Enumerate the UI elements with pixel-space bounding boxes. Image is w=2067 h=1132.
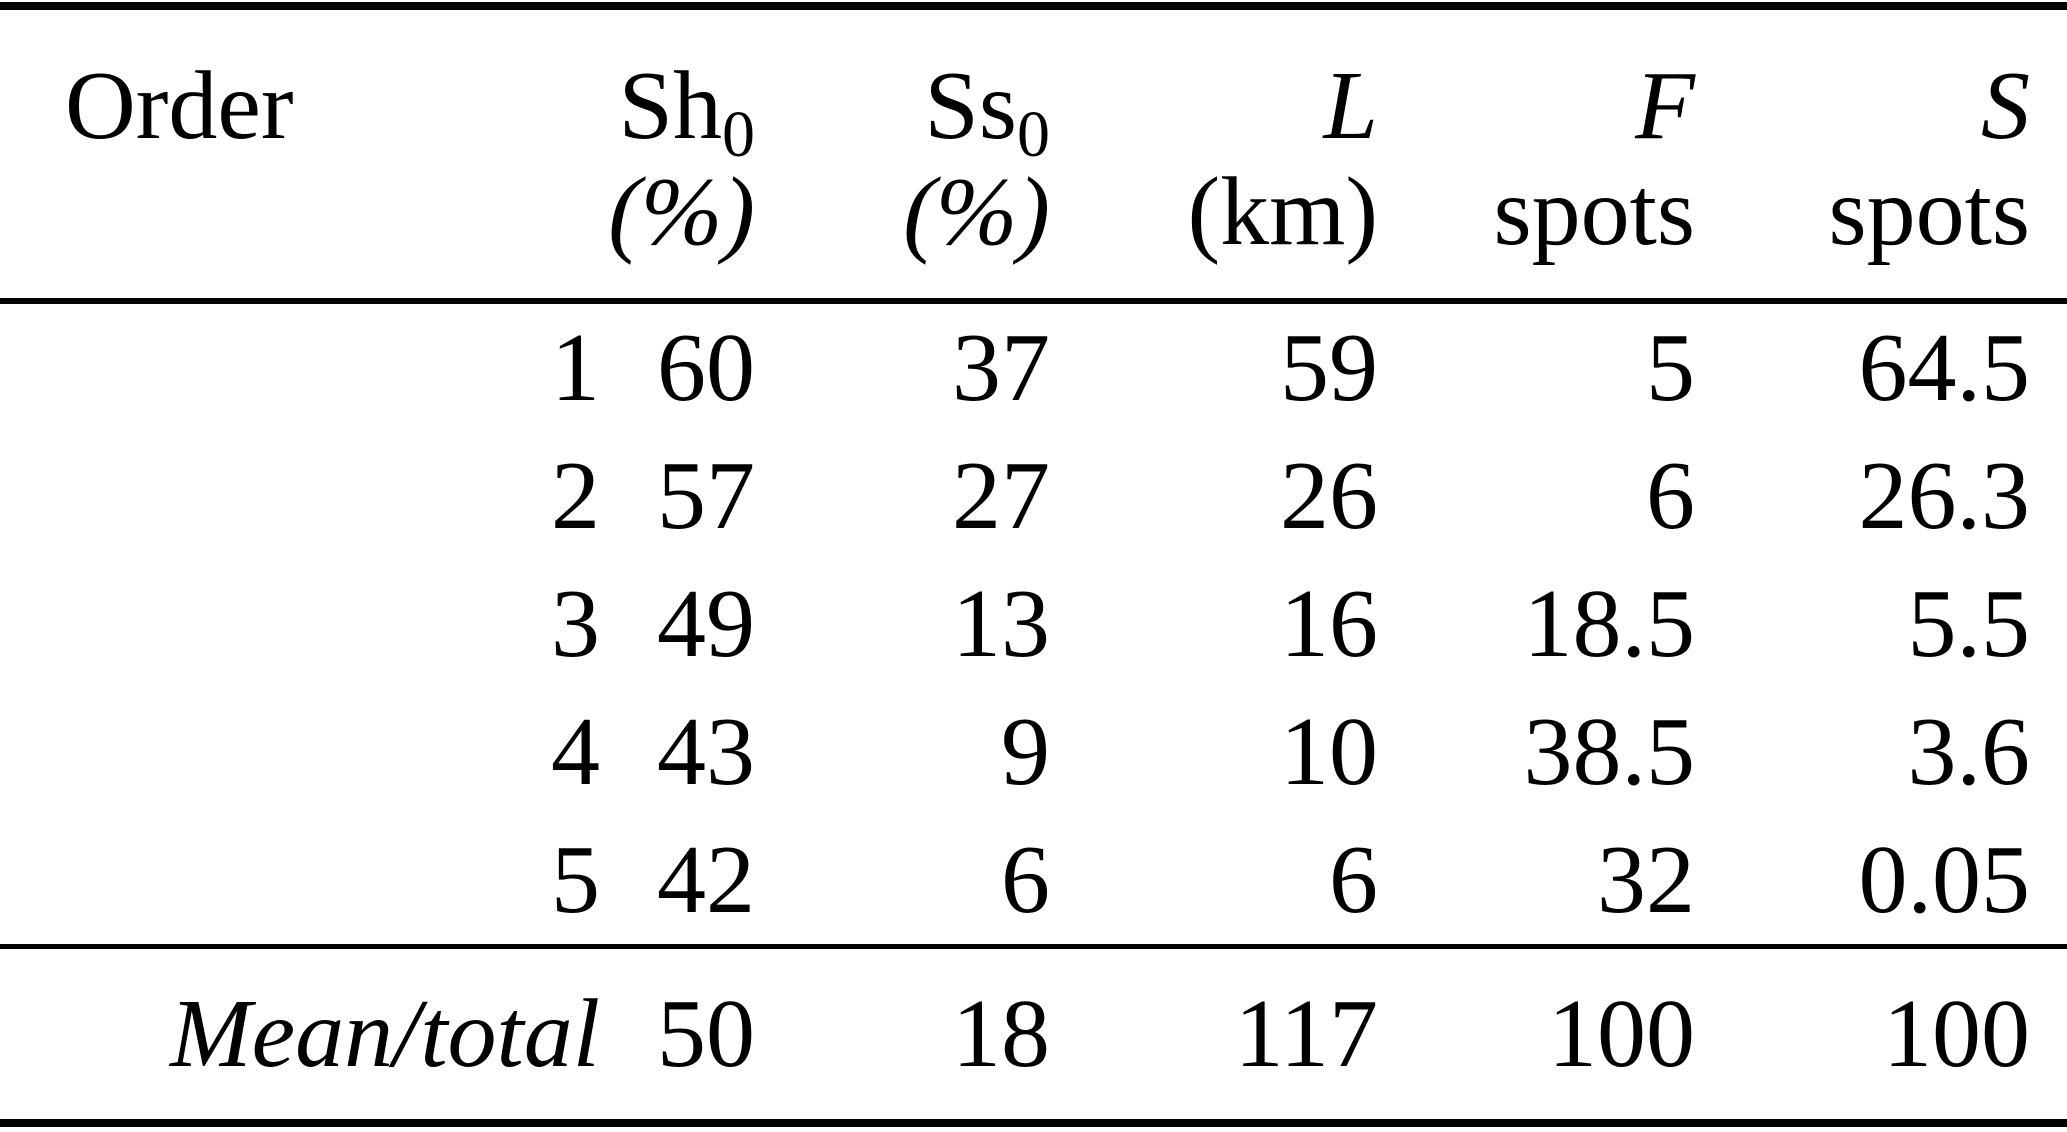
cell-order: 2 bbox=[551, 442, 600, 550]
cell-order: 3 bbox=[551, 570, 600, 678]
sh0-subscript: 0 bbox=[722, 98, 755, 171]
header-row: Order Sh0 (%) Ss0 (%) L (km) F spots S s… bbox=[0, 6, 2067, 301]
col-header-length: L (km) bbox=[1050, 6, 1379, 301]
col-header-ss0-unit: (%) bbox=[903, 158, 1050, 266]
cell-length: 16 bbox=[1280, 570, 1378, 678]
col-header-f-label: F bbox=[1635, 52, 1695, 160]
cell-s-spots: 0.05 bbox=[1858, 826, 2031, 934]
cell-sh0: 42 bbox=[657, 826, 755, 934]
footer-ss0: 18 bbox=[952, 980, 1050, 1088]
cell-f-spots: 32 bbox=[1597, 826, 1695, 934]
col-header-f-spots: F spots bbox=[1378, 6, 1695, 301]
col-header-length-label: L bbox=[1323, 52, 1378, 160]
ss0-base: Ss bbox=[924, 52, 1017, 160]
cell-length: 6 bbox=[1329, 826, 1378, 934]
col-header-f-unit: spots bbox=[1493, 158, 1695, 266]
footer-row: Mean/total 50 18 117 100 100 bbox=[0, 947, 2067, 1124]
col-header-s-unit: spots bbox=[1828, 158, 2030, 266]
table-row: 1 60 37 59 5 64.5 bbox=[0, 301, 2067, 432]
cell-ss0: 27 bbox=[952, 442, 1050, 550]
footer-length: 117 bbox=[1234, 980, 1378, 1088]
footer-s-spots: 100 bbox=[1883, 980, 2030, 1088]
col-header-sh0-unit: (%) bbox=[608, 158, 755, 266]
cell-ss0: 9 bbox=[1001, 698, 1050, 806]
table-row: 4 43 9 10 38.5 3.6 bbox=[0, 688, 2067, 816]
ss0-subscript: 0 bbox=[1017, 98, 1050, 171]
cell-sh0: 49 bbox=[657, 570, 755, 678]
cell-s-spots: 3.6 bbox=[1907, 698, 2031, 806]
cell-ss0: 6 bbox=[1001, 826, 1050, 934]
col-header-sh0: Sh0 (%) bbox=[600, 6, 755, 301]
cell-order: 1 bbox=[551, 314, 600, 422]
table-footer: Mean/total 50 18 117 100 100 bbox=[0, 947, 2067, 1124]
cell-s-spots: 26.3 bbox=[1858, 442, 2031, 550]
table-row: 3 49 13 16 18.5 5.5 bbox=[0, 560, 2067, 688]
col-header-sh0-label: Sh0 bbox=[600, 50, 755, 168]
cell-s-spots: 5.5 bbox=[1907, 570, 2031, 678]
cell-ss0: 13 bbox=[952, 570, 1050, 678]
col-header-s-spots: S spots bbox=[1695, 6, 2067, 301]
cell-length: 10 bbox=[1280, 698, 1378, 806]
cell-f-spots: 38.5 bbox=[1523, 698, 1696, 806]
sh0-base: Sh bbox=[618, 52, 722, 160]
col-header-ss0: Ss0 (%) bbox=[755, 6, 1050, 301]
cell-length: 26 bbox=[1280, 442, 1378, 550]
footer-label: Mean/total bbox=[169, 980, 600, 1088]
col-header-order-label: Order bbox=[65, 52, 294, 160]
cell-sh0: 57 bbox=[657, 442, 755, 550]
col-header-s-label: S bbox=[1981, 52, 2030, 160]
footer-f-spots: 100 bbox=[1548, 980, 1695, 1088]
table-header: Order Sh0 (%) Ss0 (%) L (km) F spots S s… bbox=[0, 6, 2067, 301]
cell-ss0: 37 bbox=[952, 314, 1050, 422]
col-header-ss0-label: Ss0 bbox=[755, 50, 1050, 168]
footer-sh0: 50 bbox=[657, 980, 755, 1088]
cell-length: 59 bbox=[1280, 314, 1378, 422]
table-body: 1 60 37 59 5 64.5 2 57 27 26 6 26.3 3 49… bbox=[0, 301, 2067, 947]
cell-sh0: 60 bbox=[657, 314, 755, 422]
cell-order: 5 bbox=[551, 826, 600, 934]
cell-sh0: 43 bbox=[657, 698, 755, 806]
cell-f-spots: 5 bbox=[1646, 314, 1695, 422]
table-row: 5 42 6 6 32 0.05 bbox=[0, 816, 2067, 947]
cell-f-spots: 18.5 bbox=[1523, 570, 1696, 678]
cell-s-spots: 64.5 bbox=[1858, 314, 2031, 422]
cell-order: 4 bbox=[551, 698, 600, 806]
cell-f-spots: 6 bbox=[1646, 442, 1695, 550]
col-header-order: Order bbox=[0, 6, 600, 301]
col-header-length-unit: (km) bbox=[1187, 158, 1379, 266]
table-row: 2 57 27 26 6 26.3 bbox=[0, 432, 2067, 560]
